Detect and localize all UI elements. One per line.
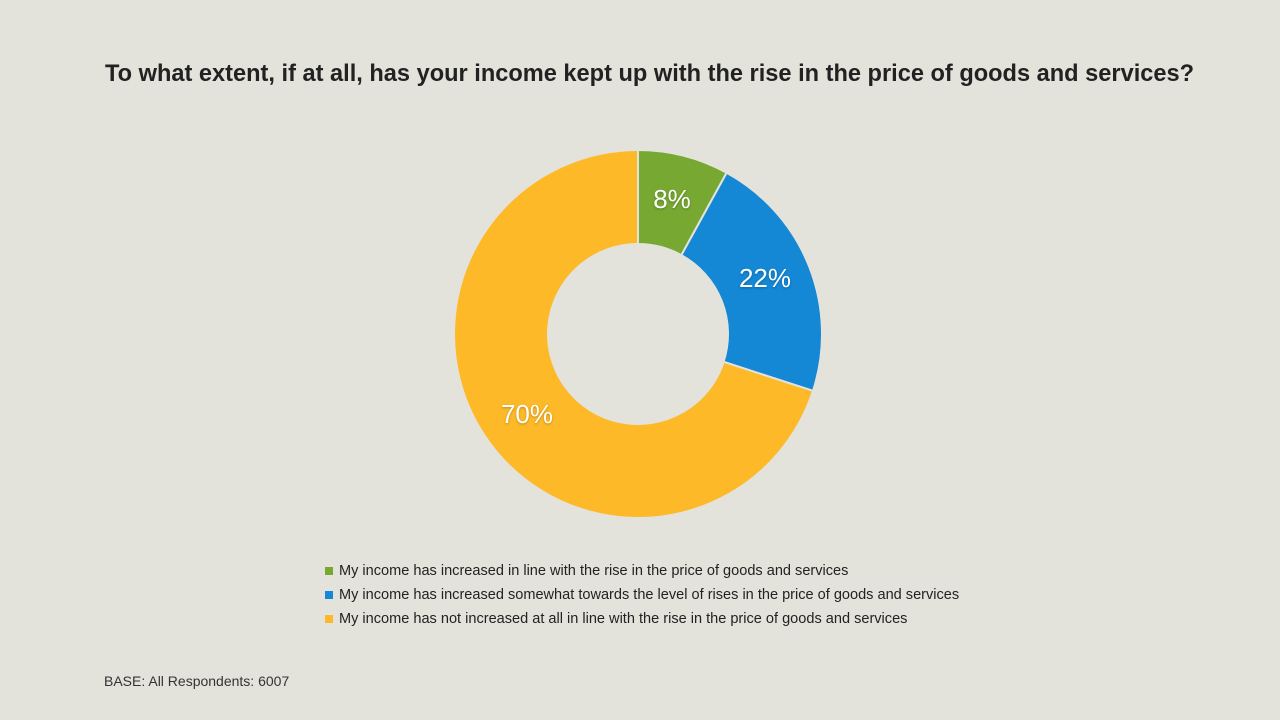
svg-text:8%: 8%: [653, 184, 691, 214]
svg-text:22%: 22%: [739, 263, 791, 293]
svg-text:70%: 70%: [501, 399, 553, 429]
